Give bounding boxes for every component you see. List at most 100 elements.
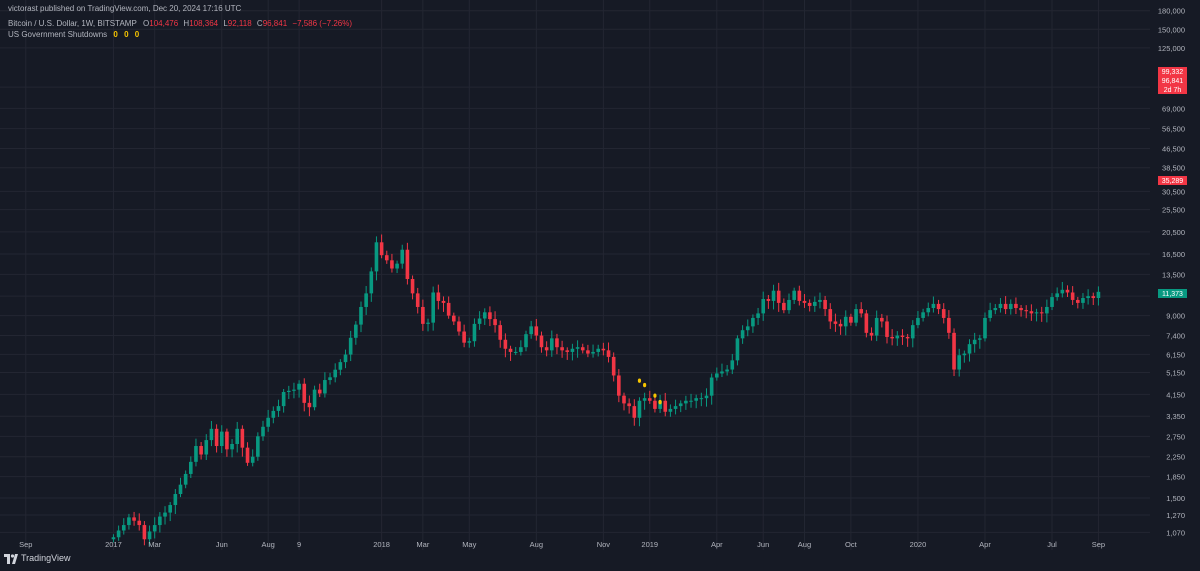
candle-body [606,350,611,357]
candle-body [570,348,575,352]
price-tag [1158,289,1187,298]
candle-body [936,303,941,310]
y-tick-label: 3,350 [1166,412,1185,421]
candle-body [534,326,539,336]
candle-body [240,428,245,448]
candle-body [286,390,291,393]
candle-body [544,347,549,351]
tradingview-logo[interactable]: TradingView [4,553,71,564]
candle-body [462,331,466,343]
candle-body [812,301,817,306]
candle-body [292,389,296,391]
y-tick-label: 69,000 [1162,104,1185,113]
candle-body [983,317,987,339]
x-tick-label: Jun [757,540,769,549]
candle-body [1091,296,1096,299]
y-tick-label: 150,000 [1158,25,1185,34]
candle-body [467,341,472,343]
y-tick-label: 4,150 [1166,390,1185,399]
price-tag-label: 99,332 [1162,69,1184,76]
close-value: 96,841 [262,19,288,28]
symbol-legend[interactable]: Bitcoin / U.S. Dollar, 1W, BITSTAMP O104… [8,18,352,29]
tradingview-logo-text: TradingView [21,553,71,563]
candle-body [993,308,998,311]
candle-body [869,332,874,336]
candle-body [452,315,456,322]
y-tick-label: 38,500 [1162,164,1185,173]
candle-body [256,436,260,457]
candle-body [1003,303,1008,310]
candle-body [988,310,992,318]
candle-body [183,473,188,485]
candle-body [1075,299,1080,303]
candle-body [436,292,441,301]
candle-body [503,339,508,349]
candle-body [302,383,307,403]
candle-body [601,348,606,351]
candle-body [209,428,214,441]
candle-body [653,400,657,409]
candle-body [312,389,317,408]
candle-body [214,428,219,447]
x-tick-label: 2019 [641,540,658,549]
candle-body [591,351,595,354]
candle-body [493,319,497,326]
high-value: 108,364 [189,19,219,28]
price-tag [1158,176,1187,185]
candle-body [142,525,147,540]
candle-body [116,530,121,538]
candle-body [931,303,936,309]
candle-body [838,323,843,327]
y-tick-label: 1,500 [1166,494,1185,503]
candle-body [874,317,879,336]
candle-body [828,309,833,322]
published-line: victorast published on TradingView.com, … [8,4,242,13]
candle-body [952,332,956,370]
candle-body [730,360,735,370]
candle-body [147,531,152,540]
candle-body [457,321,461,332]
x-tick-label: Nov [597,540,611,549]
x-tick-label: Jun [216,540,228,549]
time-axis[interactable]: Sep 2017 Mar Jun Aug 9 2018 Mar May Aug Nov 2019 Apr… [19,540,1105,549]
y-tick-label: 9,000 [1166,312,1185,321]
candle-body [441,300,446,303]
indicator-legend[interactable]: US Government Shutdowns 0 0 0 [8,29,139,40]
price-axis[interactable]: 1,070 1,270 1,500 1,850 2,250 2,750 3,350 4,150… [1158,7,1185,538]
candle-body [694,398,698,401]
candle-body [137,520,142,526]
candle-body [132,517,136,521]
candle-body [173,494,178,506]
candle-body [539,335,544,348]
candle-body [204,440,209,455]
candle-body [843,316,848,327]
candle-body [1070,292,1075,300]
candle-body [849,316,853,323]
candle-body [1050,297,1054,307]
candle-body [978,338,982,340]
candle-body [761,298,766,314]
y-tick-label: 46,500 [1162,144,1185,153]
x-tick-label: 2017 [105,540,122,549]
candle-body [622,395,626,404]
price-tag-label: 96,841 [1162,78,1184,85]
indicator-value-2: 0 [124,30,129,39]
symbol-title: Bitcoin / U.S. Dollar, 1W, BITSTAMP [8,19,137,28]
candle-body [477,318,482,324]
candle-body [364,293,368,307]
candle-body [782,302,786,311]
candle-body [998,303,1003,309]
candles-layer [111,234,1101,546]
candle-body [921,312,925,318]
y-tick-label: 16,500 [1162,250,1185,259]
candle-body [560,347,564,351]
candle-body [519,347,523,352]
candle-body [668,408,673,412]
shutdown-marker [643,382,647,388]
candle-body [720,371,724,374]
candle-body [508,348,513,352]
candle-body [689,400,693,402]
candle-body [627,403,631,407]
